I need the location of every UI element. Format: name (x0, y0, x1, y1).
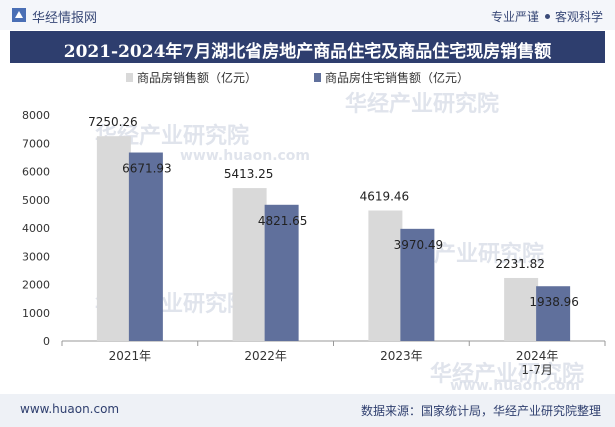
legend-swatch-1 (126, 73, 133, 82)
data-label-series2: 3970.49 (394, 238, 444, 252)
x-tick-label: 1-7月 (521, 363, 553, 377)
x-tick-label: 2021年 (109, 349, 152, 363)
logo-icon (12, 8, 26, 22)
y-tick-label: 5000 (22, 194, 50, 207)
footer-site[interactable]: www.huaon.com (20, 402, 120, 416)
y-tick-label: 4000 (22, 222, 50, 235)
footer: www.huaon.com 数据来源：国家统计局，华经产业研究院整理 (0, 394, 615, 427)
slogan: 专业严谨 客观科学 (491, 8, 603, 25)
logo-text: 华经情报网 (32, 11, 98, 26)
chart-title: 2021-2024年7月湖北省房地产商品住宅及商品住宅现房销售额 (63, 42, 552, 62)
x-tick-label: 2024年 (516, 349, 559, 363)
data-label-series1: 4619.46 (360, 190, 410, 204)
legend-swatch-2 (314, 73, 321, 82)
bar-series1 (368, 210, 403, 341)
legend-label-2: 商品房住宅销售额（亿元） (325, 70, 469, 85)
watermark-url: www.huaon.com (180, 148, 311, 164)
y-tick-label: 7000 (22, 137, 50, 150)
x-tick-label: 2023年 (380, 349, 423, 363)
data-label-series1: 2231.82 (495, 257, 545, 271)
slogan-right: 客观科学 (554, 10, 603, 24)
bullet-icon (544, 14, 550, 19)
legend-label-1: 商品房销售额（亿元） (137, 70, 257, 85)
bar-series2 (264, 204, 299, 341)
bar-series2 (536, 286, 571, 341)
y-tick-label: 8000 (22, 109, 50, 122)
data-label-series2: 4821.65 (258, 214, 308, 228)
bar-series2 (128, 152, 163, 341)
footer-source: 数据来源：国家统计局，华经产业研究院整理 (360, 404, 601, 418)
data-label-series2: 1938.96 (529, 295, 579, 309)
y-tick-label: 2000 (22, 279, 50, 292)
y-tick-label: 1000 (22, 307, 50, 320)
bar-series1 (504, 277, 539, 341)
bar-series1 (96, 136, 131, 341)
bar-series1 (232, 188, 267, 341)
x-tick-label: 2022年 (244, 349, 287, 363)
data-label-series1: 5413.25 (224, 167, 274, 181)
y-tick-label: 3000 (22, 250, 50, 263)
top-bar: 华经情报网 专业严谨 客观科学 (0, 0, 615, 30)
watermark-text: 华经产业研究院 (430, 362, 585, 387)
data-label-series1: 7250.26 (88, 115, 138, 129)
data-label-series2: 6671.93 (122, 162, 172, 176)
slogan-left: 专业严谨 (490, 10, 539, 24)
title-bar: 2021-2024年7月湖北省房地产商品住宅及商品住宅现房销售额 (10, 31, 605, 63)
bar-series2 (400, 228, 435, 341)
watermark-text: 华经产业研究院 (345, 92, 500, 117)
y-tick-label: 6000 (22, 166, 50, 179)
y-tick-label: 0 (43, 335, 50, 348)
watermark-url: www.huaon.com (450, 378, 581, 394)
